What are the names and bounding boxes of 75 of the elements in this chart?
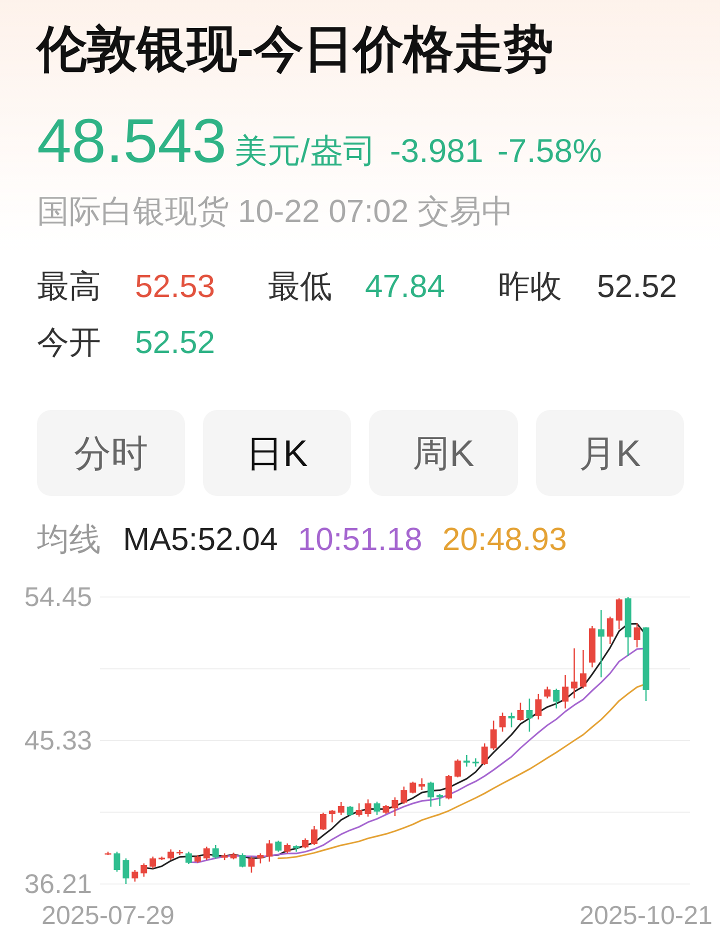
x-tick-label: 2025-07-29	[42, 900, 174, 930]
candlestick	[634, 622, 640, 648]
y-tick-label: 45.33	[24, 726, 92, 756]
candlestick	[284, 842, 291, 854]
text: 47.84	[365, 268, 446, 304]
candlestick	[446, 774, 452, 800]
text: 48.543	[37, 107, 227, 176]
candlestick	[490, 720, 497, 751]
candlestick	[392, 796, 398, 817]
candlestick	[580, 649, 586, 690]
text: 52.53	[135, 268, 216, 304]
text: 分时	[74, 433, 148, 474]
candlestick	[428, 781, 434, 808]
candlestick	[418, 778, 426, 791]
candlestick	[248, 856, 255, 874]
legend-title: 均线	[36, 521, 101, 557]
text: 最高	[37, 268, 101, 304]
candlestick	[320, 812, 326, 831]
candlestick	[499, 712, 506, 732]
text: 日K	[246, 433, 308, 474]
text: 周K	[412, 433, 475, 474]
candlestick	[212, 844, 219, 860]
candlestick	[132, 869, 138, 882]
text: 52.52	[135, 324, 216, 360]
candlestick	[410, 781, 416, 794]
candlestick	[185, 851, 192, 865]
text: 月K	[579, 433, 642, 474]
text: 最低	[268, 268, 332, 304]
candlestick	[526, 698, 533, 732]
candlestick	[122, 858, 130, 885]
candlestick	[553, 688, 560, 710]
candlestick	[257, 852, 264, 864]
candlestick	[311, 825, 318, 846]
candlestick	[463, 754, 470, 768]
candlestick	[328, 809, 336, 823]
candlestick	[203, 846, 210, 861]
candlestick	[481, 742, 488, 766]
text: MA5:52.04	[123, 521, 278, 557]
text: 20:48.93	[442, 521, 567, 557]
text: 今开	[37, 324, 101, 360]
y-tick-label: 36.21	[24, 869, 92, 899]
candlestick	[562, 674, 569, 710]
candlestick	[266, 839, 273, 862]
text: 52.52	[597, 268, 678, 304]
candlestick	[616, 598, 622, 630]
candlestick	[114, 851, 120, 872]
text: -7.58%	[497, 132, 602, 169]
candlestick	[346, 805, 354, 817]
candlestick	[535, 693, 542, 720]
candlestick	[364, 798, 372, 818]
candlestick	[508, 712, 515, 728]
candlestick	[275, 840, 282, 852]
candlestick	[150, 856, 156, 870]
text: -3.981	[390, 132, 484, 169]
candlestick	[436, 793, 443, 807]
candlestick	[356, 802, 362, 818]
candlestick	[517, 702, 524, 722]
candlestick	[302, 838, 308, 849]
candlestick	[598, 609, 604, 678]
candlestick	[400, 786, 408, 805]
candlestick	[454, 758, 461, 778]
text: 国际白银现货 10-22 07:02 交易中	[37, 193, 514, 229]
candlestick	[168, 848, 174, 861]
candlestick	[544, 686, 551, 699]
text: 美元/盎司	[234, 132, 376, 169]
candlestick	[606, 616, 614, 645]
chart-title: 伦敦银现-今日价格走势	[35, 21, 554, 77]
candlestick	[338, 801, 344, 816]
candlestick	[140, 862, 148, 878]
candlestick	[239, 852, 246, 868]
text: 10:51.18	[298, 521, 422, 557]
text: 昨收	[498, 268, 562, 304]
y-tick-label: 54.45	[24, 582, 92, 612]
candlestick	[571, 648, 578, 699]
x-tick-label: 2025-10-21	[580, 900, 712, 930]
